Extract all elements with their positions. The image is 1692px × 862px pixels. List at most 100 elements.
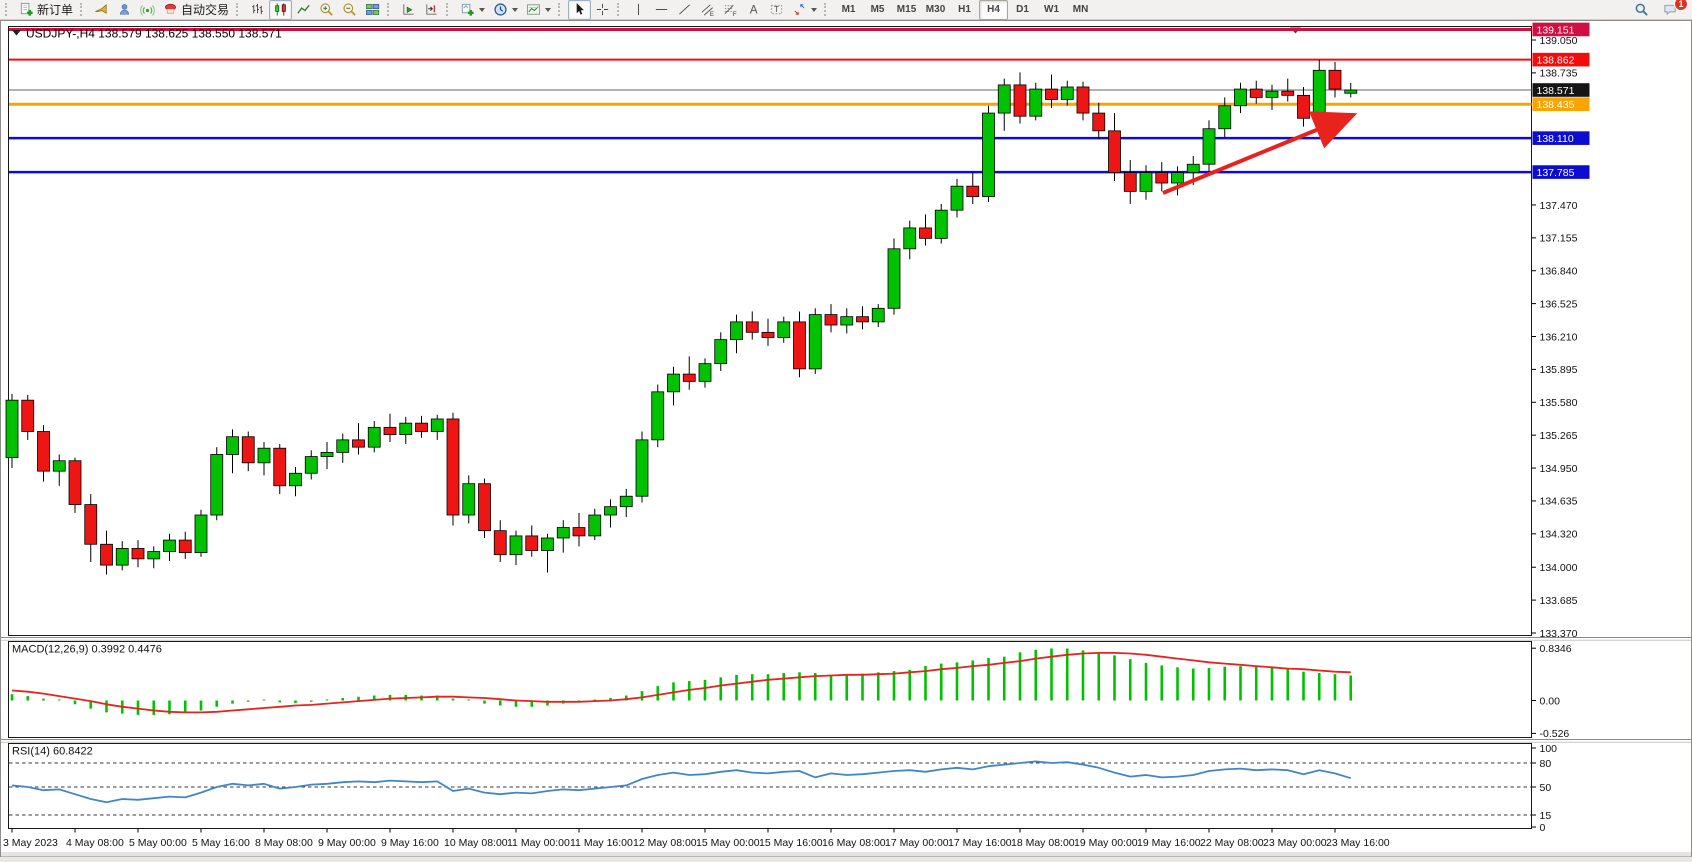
candle	[667, 366, 680, 406]
line-chart-button[interactable]	[292, 0, 315, 20]
candle	[919, 214, 932, 246]
price-tick-label: 138.735	[1540, 68, 1578, 80]
toolbar-grip	[80, 3, 86, 16]
timeframe-m30-button[interactable]: M30	[925, 4, 946, 15]
trend-arrow[interactable]	[1162, 111, 1358, 195]
symbol-dropdown-icon[interactable]	[12, 30, 21, 36]
candle	[100, 530, 113, 575]
zoom-out-button[interactable]	[338, 0, 361, 20]
price-badge: 138.862	[1532, 52, 1590, 67]
notification-count-badge: 1	[1674, 0, 1688, 11]
zoom-in-button[interactable]	[315, 0, 338, 20]
autotrading-button[interactable]: 自动交易	[159, 0, 233, 20]
templates-icon	[527, 4, 540, 15]
price-axis[interactable]: 139.151 138.862 138.571 138.435 138.110 137.7…	[1531, 22, 1590, 640]
candle	[1218, 97, 1232, 138]
candle	[509, 530, 523, 566]
timeframe-h4-button[interactable]: H4	[979, 0, 1009, 20]
chevron-down-icon[interactable]	[512, 7, 519, 12]
candlestick-chart-button[interactable]	[269, 0, 293, 20]
chevron-down-icon[interactable]	[479, 7, 486, 12]
search-button[interactable]	[1630, 0, 1653, 20]
notifications-button[interactable]: 1	[1659, 0, 1688, 20]
arrows-button[interactable]	[788, 0, 821, 20]
bar-chart-button[interactable]	[246, 0, 269, 20]
chart-area[interactable]: 139.151 138.862 138.571 138.435 138.110 137.7…	[0, 20, 1692, 857]
time-axis-label: 15 May 16:00	[759, 837, 823, 849]
zoom-out-icon	[343, 3, 356, 16]
candle	[1029, 82, 1043, 121]
candle	[1249, 80, 1263, 104]
zoom-in-icon	[320, 3, 333, 16]
rsi-axis-label: 0	[1540, 822, 1546, 834]
periods-button[interactable]	[489, 0, 522, 20]
chart-shift-button[interactable]	[420, 0, 443, 20]
text-label-button[interactable]: T	[765, 0, 788, 20]
time-axis-label: 11 May 16:00	[570, 837, 633, 849]
auto-scroll-button[interactable]	[397, 0, 420, 20]
timeframe-m15-button[interactable]: M15	[896, 4, 917, 15]
candle	[1060, 80, 1074, 106]
candle	[1328, 61, 1342, 98]
community-button[interactable]	[113, 0, 136, 20]
time-axis-label: 17 May 00:00	[885, 837, 949, 849]
trendline-button[interactable]	[673, 0, 696, 20]
candle	[131, 540, 145, 568]
time-axis[interactable]: 3 May 2023 4 May 08:00 5 May 00:00 5 May 16…	[3, 828, 1390, 850]
signals-button[interactable]	[136, 0, 159, 20]
candle	[588, 508, 602, 541]
horizontal-line-icon	[655, 9, 668, 10]
candle	[1013, 72, 1027, 124]
tile-windows-button[interactable]	[361, 0, 384, 20]
chevron-down-icon[interactable]	[811, 7, 818, 12]
vertical-line-button[interactable]	[627, 0, 650, 20]
timeframe-m5-button[interactable]: M5	[870, 4, 885, 15]
time-axis-label: 5 May 16:00	[192, 837, 250, 849]
crosshair-button[interactable]	[591, 0, 614, 20]
auto-scroll-icon	[403, 4, 414, 15]
candle	[289, 466, 302, 497]
new-order-button[interactable]: 新订单	[15, 0, 77, 20]
candle	[698, 358, 712, 388]
svg-text:F: F	[733, 11, 737, 17]
timeframe-h1-button[interactable]: H1	[958, 4, 971, 15]
time-axis-label: 16 May 08:00	[822, 837, 886, 849]
time-axis-label: 23 May 16:00	[1326, 837, 1390, 849]
candle	[241, 431, 255, 472]
price-badge: 138.571	[1532, 83, 1590, 97]
fibonacci-button[interactable]: F	[719, 0, 742, 20]
candle	[399, 416, 413, 445]
candle	[745, 311, 759, 340]
candle	[887, 238, 901, 315]
text-icon: A	[750, 4, 758, 17]
candle	[1281, 78, 1295, 102]
timeframe-m1-button[interactable]: M1	[841, 4, 856, 15]
price-tick-label: 134.950	[1540, 463, 1578, 475]
time-axis-label: 5 May 00:00	[129, 837, 187, 849]
channel-button[interactable]: E	[696, 0, 719, 20]
time-axis-label: 10 May 08:00	[444, 837, 508, 849]
symbol-ohlc-label: USDJPY-,H4 138.579 138.625 138.550 138.5…	[26, 27, 282, 41]
candle	[541, 533, 554, 573]
timeframe-w1-button[interactable]: W1	[1044, 4, 1060, 15]
time-axis-label: 17 May 16:00	[948, 837, 1012, 849]
price-tick-label: 137.155	[1540, 233, 1578, 245]
candle	[336, 433, 350, 463]
timeframe-d1-button[interactable]: D1	[1016, 4, 1029, 15]
svg-text:E: E	[710, 11, 714, 17]
timeframe-mn-button[interactable]: MN	[1072, 4, 1089, 15]
indicators-button[interactable]	[456, 0, 489, 20]
text-button[interactable]: A	[742, 0, 765, 20]
time-axis-label: 4 May 08:00	[66, 837, 124, 849]
chevron-down-icon[interactable]	[545, 7, 552, 12]
publisher-button[interactable]	[90, 0, 113, 20]
candle	[966, 172, 980, 204]
macd-axis-label: -0.526	[1540, 728, 1570, 740]
line-chart-icon	[297, 4, 310, 14]
chart-shift-icon	[426, 4, 437, 15]
price-tick-label: 136.840	[1540, 266, 1578, 278]
templates-button[interactable]	[522, 0, 555, 20]
cursor-button[interactable]	[568, 0, 592, 20]
candlestick-series	[5, 59, 1358, 575]
horizontal-line-button[interactable]	[650, 0, 673, 20]
